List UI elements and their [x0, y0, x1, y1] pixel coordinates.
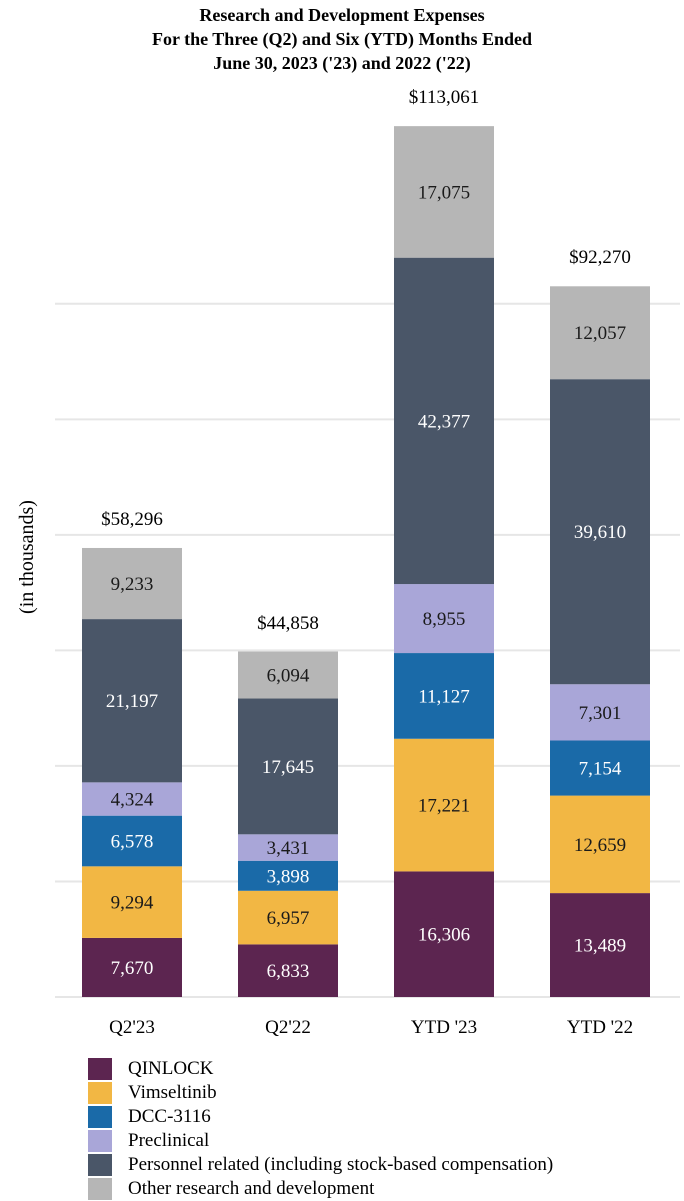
- legend-label-vimseltinib: Vimseltinib: [128, 1082, 217, 1103]
- bar-segment-q2-22-dcc-3116: [238, 860, 338, 891]
- legend-label-qinlock: QINLOCK: [128, 1058, 214, 1079]
- segment-value-q2-22-personnel: 17,645: [262, 757, 314, 778]
- legend-swatch-qinlock: [88, 1058, 112, 1080]
- segment-value-ytd-22-preclinical: 7,301: [579, 703, 622, 724]
- segment-value-ytd-23-personnel: 42,377: [418, 411, 470, 432]
- segment-value-ytd-23-qinlock: 16,306: [418, 925, 470, 946]
- segment-value-ytd-23-vimseltinib: 17,221: [418, 796, 470, 817]
- bar-segment-ytd-22-preclinical: [550, 684, 650, 741]
- legend-swatch-personnel: [88, 1154, 112, 1176]
- segment-value-q2-23-dcc-3116: 6,578: [111, 832, 154, 853]
- segment-value-ytd-22-dcc-3116: 7,154: [579, 759, 622, 780]
- legend-label-other: Other research and development: [128, 1178, 375, 1199]
- legend-item-other: Other research and development: [88, 1177, 553, 1201]
- bar-segment-ytd-22-dcc-3116: [550, 740, 650, 796]
- bar-segment-q2-23-dcc-3116: [82, 815, 182, 867]
- legend-item-vimseltinib: Vimseltinib: [88, 1081, 553, 1105]
- segment-value-ytd-23-other: 17,075: [418, 182, 470, 203]
- x-tick-ytd-23: YTD '23: [411, 1017, 477, 1038]
- bar-segment-ytd-23-qinlock: [394, 871, 494, 997]
- bar-segment-q2-23-preclinical: [82, 782, 182, 816]
- segment-labels: 7,670 9,294 6,578 4,324 21,197 9,233 6,833 6,95…: [106, 182, 626, 982]
- bar-segment-ytd-23-preclinical: [394, 584, 494, 654]
- bar-segment-q2-23-personnel: [82, 619, 182, 783]
- total-label-ytd-23: $113,061: [409, 87, 480, 108]
- stacked-bar-chart: 7,670 9,294 6,578 4,324 21,197 9,233 6,833 6,95…: [16, 5, 680, 1038]
- segment-value-q2-23-vimseltinib: 9,294: [111, 893, 154, 914]
- legend-item-preclinical: Preclinical: [88, 1129, 553, 1153]
- bar-segment-q2-23-qinlock: [82, 937, 182, 997]
- x-tick-q2-22: Q2'22: [265, 1017, 311, 1038]
- segment-value-q2-22-qinlock: 6,833: [267, 961, 310, 982]
- bar-segment-q2-22-other: [238, 651, 338, 699]
- segment-value-ytd-22-other: 12,057: [574, 323, 626, 344]
- x-tick-ytd-22: YTD '22: [567, 1017, 633, 1038]
- legend-item-dcc-3116: DCC-3116: [88, 1105, 553, 1129]
- segment-value-q2-22-other: 6,094: [267, 665, 310, 686]
- bar-segment-ytd-22-vimseltinib: [550, 795, 650, 894]
- bar-segment-ytd-22-qinlock: [550, 893, 650, 997]
- legend-label-dcc-3116: DCC-3116: [128, 1106, 211, 1127]
- segment-value-q2-23-qinlock: 7,670: [111, 958, 154, 979]
- total-label-q2-23: $58,296: [101, 509, 163, 530]
- bar-segment-q2-22-personnel: [238, 698, 338, 835]
- legend-swatch-dcc-3116: [88, 1106, 112, 1128]
- x-tick-q2-23: Q2'23: [109, 1017, 155, 1038]
- legend-swatch-preclinical: [88, 1130, 112, 1152]
- bar-segment-ytd-22-other: [550, 286, 650, 380]
- legend-label-preclinical: Preclinical: [128, 1130, 210, 1151]
- legend-swatch-vimseltinib: [88, 1082, 112, 1104]
- total-label-q2-22: $44,858: [257, 613, 319, 634]
- segment-value-q2-23-personnel: 21,197: [106, 691, 158, 712]
- chart-title-line-2: For the Three (Q2) and Six (YTD) Months …: [152, 29, 532, 50]
- segment-value-ytd-22-vimseltinib: 12,659: [574, 835, 626, 856]
- segment-value-q2-22-vimseltinib: 6,957: [267, 908, 310, 929]
- segment-value-ytd-23-dcc-3116: 11,127: [418, 686, 470, 707]
- legend-label-personnel: Personnel related (including stock-based…: [128, 1154, 554, 1175]
- bars: [82, 126, 650, 997]
- segment-value-ytd-22-qinlock: 13,489: [574, 936, 626, 957]
- segment-value-q2-22-dcc-3116: 3,898: [267, 866, 310, 887]
- y-axis-label: (in thousands): [16, 500, 38, 614]
- bar-segment-ytd-23-dcc-3116: [394, 653, 494, 739]
- segment-value-ytd-23-preclinical: 8,955: [423, 609, 466, 630]
- bar-segment-q2-23-other: [82, 547, 182, 620]
- bar-segment-ytd-23-personnel: [394, 257, 494, 585]
- bar-segment-ytd-22-personnel: [550, 379, 650, 685]
- chart-title-line-3: June 30, 2023 ('23) and 2022 ('22): [213, 53, 471, 74]
- segment-value-q2-23-preclinical: 4,324: [111, 790, 154, 811]
- legend-item-personnel: Personnel related (including stock-based…: [88, 1153, 553, 1177]
- total-label-ytd-22: $92,270: [569, 247, 631, 268]
- bar-segment-q2-22-qinlock: [238, 944, 338, 997]
- segment-value-ytd-22-personnel: 39,610: [574, 522, 626, 543]
- legend-swatch-other: [88, 1178, 112, 1200]
- legend: QINLOCK Vimseltinib DCC-3116 Preclinical…: [88, 1057, 553, 1201]
- segment-value-q2-22-preclinical: 3,431: [267, 838, 310, 859]
- legend-item-qinlock: QINLOCK: [88, 1057, 553, 1081]
- bar-segment-ytd-23-vimseltinib: [394, 738, 494, 872]
- segment-value-q2-23-other: 9,233: [111, 574, 154, 595]
- chart-title-line-1: Research and Development Expenses: [199, 5, 484, 25]
- bar-segment-q2-23-vimseltinib: [82, 866, 182, 938]
- bar-segment-q2-22-preclinical: [238, 834, 338, 861]
- bar-segment-q2-22-vimseltinib: [238, 890, 338, 945]
- bar-segment-ytd-23-other: [394, 126, 494, 258]
